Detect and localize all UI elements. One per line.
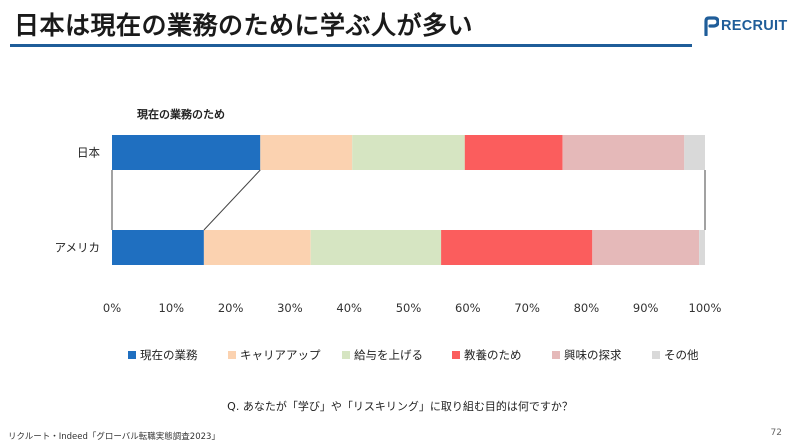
series-connector-line	[203, 169, 261, 231]
page-number: 72	[770, 428, 782, 438]
bar-segment	[260, 135, 353, 170]
legend-label: 給与を上げる	[354, 348, 423, 362]
source-note: リクルート・Indeed「グローバル転職実態調査2023」	[8, 432, 220, 442]
bar-segment	[112, 135, 261, 170]
legend-swatch	[228, 351, 236, 359]
legend-label: キャリアアップ	[240, 348, 321, 362]
page-title: 日本は現在の業務のために学ぶ人が多い	[14, 11, 474, 40]
legend-label: その他	[664, 348, 699, 362]
bar-segment	[699, 230, 705, 265]
recruit-logo: RECRUIT	[703, 15, 788, 37]
x-tick-label: 20%	[218, 301, 244, 315]
x-tick-label: 90%	[633, 301, 659, 315]
chart-annotation: 現在の業務のため	[137, 107, 225, 121]
recruit-logo-text: RECRUIT	[721, 18, 788, 34]
legend-label: 現在の業務	[140, 348, 198, 362]
legend-label: 教養のため	[464, 348, 522, 362]
bar-segment	[464, 135, 563, 170]
legend-swatch	[552, 351, 560, 359]
title-underline	[10, 44, 692, 47]
recruit-logo-icon	[704, 16, 719, 36]
legend-swatch	[452, 351, 460, 359]
bar-segment	[592, 230, 699, 265]
legend-swatch	[652, 351, 660, 359]
x-tick-label: 10%	[159, 301, 185, 315]
bar-segment	[562, 135, 685, 170]
survey-question: Q. あなたが「学び」や「リスキリング」に取り組む目的は何ですか？	[227, 400, 573, 413]
bar-segment	[684, 135, 705, 170]
x-tick-label: 0%	[103, 301, 121, 315]
x-tick-label: 60%	[455, 301, 481, 315]
bar-segment	[441, 230, 593, 265]
x-tick-label: 30%	[277, 301, 303, 315]
x-tick-label: 80%	[574, 301, 600, 315]
x-tick-label: 70%	[514, 301, 540, 315]
x-tick-label: 100%	[689, 301, 722, 315]
legend-swatch	[342, 351, 350, 359]
bar-segment	[203, 230, 311, 265]
legend-label: 興味の探求	[564, 348, 622, 362]
bar-segment	[352, 135, 465, 170]
category-label: 日本	[77, 146, 100, 160]
category-label: アメリカ	[55, 241, 100, 255]
bar-segment	[310, 230, 442, 265]
x-tick-label: 50%	[396, 301, 422, 315]
x-tick-label: 40%	[336, 301, 362, 315]
bar-segment	[112, 230, 204, 265]
legend-swatch	[128, 351, 136, 359]
